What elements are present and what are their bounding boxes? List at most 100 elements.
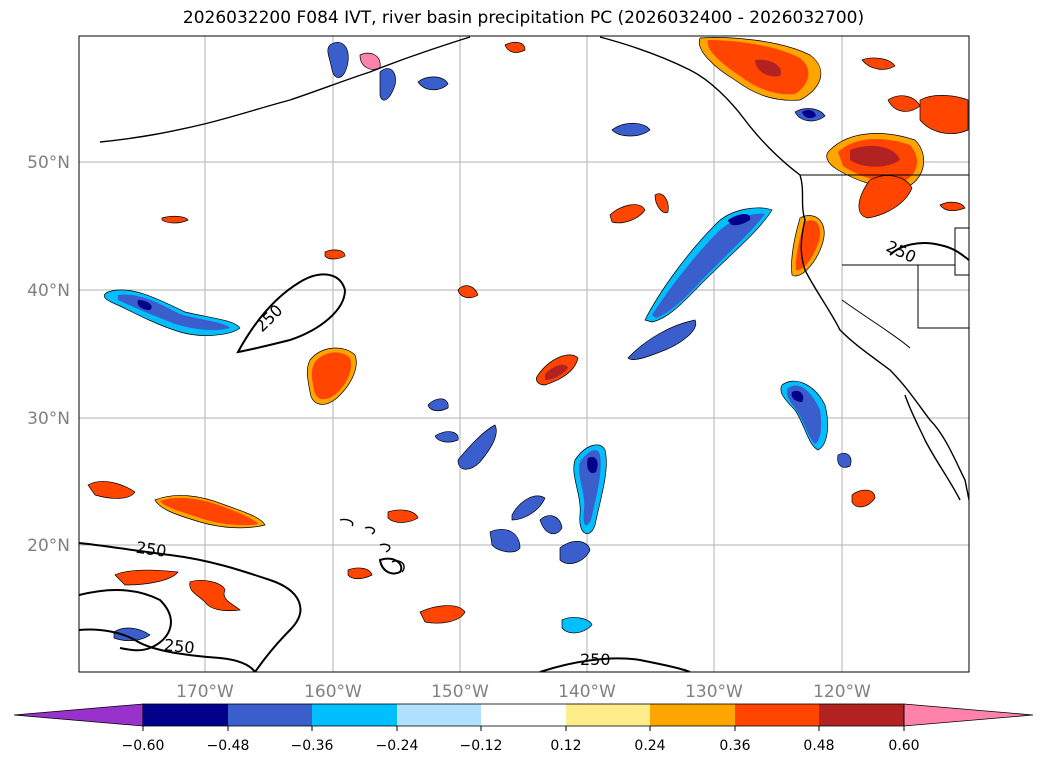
- borders: [800, 174, 969, 349]
- positive-blob: [189, 580, 241, 612]
- negative-blob: [837, 452, 852, 468]
- negative-blob: [511, 495, 546, 521]
- lon-label-130w: 130°W: [685, 682, 743, 702]
- positive-blob: [504, 41, 526, 53]
- map-panel: [79, 36, 969, 672]
- positive-blob: [609, 204, 646, 224]
- colorbar-segment: [819, 704, 904, 726]
- colorbar-segment: [650, 704, 735, 726]
- negative-blob: [327, 41, 349, 78]
- colorbar-segment: [481, 704, 566, 726]
- positive-blob: [939, 201, 966, 212]
- negative-blob: [652, 213, 765, 318]
- state-borders: [841, 227, 969, 349]
- contour-label: 250: [135, 538, 168, 561]
- negative-blob: [561, 617, 593, 634]
- negative-blob: [627, 319, 697, 360]
- colorbar-tick-label: −0.24: [376, 738, 419, 754]
- positive-blob: [324, 249, 346, 260]
- colorbar-segment: [397, 704, 481, 726]
- lat-label-40n: 40°N: [27, 281, 70, 301]
- positive-blob: [87, 481, 136, 499]
- positive-blob: [654, 193, 669, 213]
- lon-label-140w: 140°W: [558, 682, 616, 702]
- positive-blob: [851, 489, 876, 508]
- lat-label-20n: 20°N: [27, 536, 70, 556]
- colorbar-tick-label: 0.36: [719, 738, 750, 754]
- positive-blob: [311, 352, 352, 400]
- alaska-coast: [99, 36, 471, 143]
- positive-blob: [887, 95, 921, 112]
- colorbar-segment: [312, 704, 397, 726]
- ivt-contour: [236, 273, 347, 354]
- positive-blob: [861, 57, 896, 70]
- negative-blob: [434, 431, 459, 443]
- positive-blob: [858, 175, 913, 219]
- contour-label: 250: [580, 650, 611, 669]
- colorbar-tick-label: 0.60: [888, 738, 919, 754]
- ivt-contour: [79, 542, 302, 672]
- colorbar-extend-max: [903, 703, 1034, 727]
- contour-label: 250: [163, 635, 195, 657]
- positive-blob: [919, 95, 969, 134]
- colorbar-tick-label: 0.48: [803, 738, 834, 754]
- coastlines: [99, 36, 969, 573]
- negative-blob: [791, 390, 804, 402]
- west-coast: [799, 174, 969, 501]
- lon-label-150w: 150°W: [431, 682, 489, 702]
- lat-label-30n: 30°N: [27, 409, 70, 429]
- negative-blob: [137, 300, 152, 310]
- positive-blob: [545, 364, 568, 380]
- positive-pc-areas: [87, 37, 969, 624]
- lon-label-160w: 160°W: [304, 682, 362, 702]
- positive-blob: [755, 59, 781, 77]
- lat-label-50n: 50°N: [27, 153, 70, 173]
- ivt-contours: [79, 242, 969, 672]
- colorbar-tick-label: −0.48: [207, 738, 250, 754]
- positive-blob: [457, 285, 479, 299]
- negative-blob: [427, 398, 449, 412]
- positive-blob: [387, 509, 419, 523]
- negative-blob: [489, 528, 521, 553]
- negative-blob: [559, 541, 591, 564]
- positive-blob: [419, 605, 466, 624]
- negative-blob: [379, 68, 396, 101]
- colorbar-tick-label: 0.24: [634, 738, 665, 754]
- colorbar-tick-label: −0.60: [122, 738, 165, 754]
- baja-peninsula: [904, 394, 961, 501]
- negative-blob: [611, 122, 651, 137]
- positive-blob: [161, 215, 189, 224]
- colorbar-frame: [142, 703, 905, 727]
- colorbar-tick-label: 0.12: [550, 738, 581, 754]
- ivt-contour: [889, 242, 969, 261]
- colorbar-segment: [735, 704, 819, 726]
- colorbar-segment: [566, 704, 650, 726]
- colorbar: −0.60 −0.48 −0.36 −0.24 −0.12 0.12 0.24 …: [13, 703, 1034, 754]
- negative-blob: [587, 456, 598, 474]
- figure-title: 2026032200 F084 IVT, river basin precipi…: [182, 8, 865, 28]
- colorbar-tick-label: −0.36: [291, 738, 334, 754]
- ivt-contour: [79, 628, 256, 672]
- negative-blob: [113, 627, 151, 642]
- negative-blob: [728, 214, 751, 226]
- alaska-panhandle: [599, 36, 801, 176]
- colorbar-segment: [228, 704, 312, 726]
- lon-label-120w: 120°W: [813, 682, 871, 702]
- positive-blob: [347, 567, 373, 580]
- negative-blob: [457, 424, 497, 470]
- map-frame: [78, 35, 970, 673]
- negative-blob: [417, 76, 449, 91]
- colorbar-segment: [143, 704, 228, 726]
- colorbar-extend-min: [13, 703, 144, 727]
- positive-blob: [160, 497, 258, 526]
- ivt-contour: [79, 589, 172, 652]
- negative-blob: [539, 515, 563, 535]
- colorbar-ticks: [142, 726, 905, 731]
- negative-blob: [802, 109, 816, 119]
- hawaii: [339, 518, 405, 573]
- positive-blob: [850, 145, 900, 167]
- colorbar-tick-label: −0.12: [460, 738, 503, 754]
- lon-label-170w: 170°W: [176, 682, 234, 702]
- positive-blob: [114, 569, 179, 586]
